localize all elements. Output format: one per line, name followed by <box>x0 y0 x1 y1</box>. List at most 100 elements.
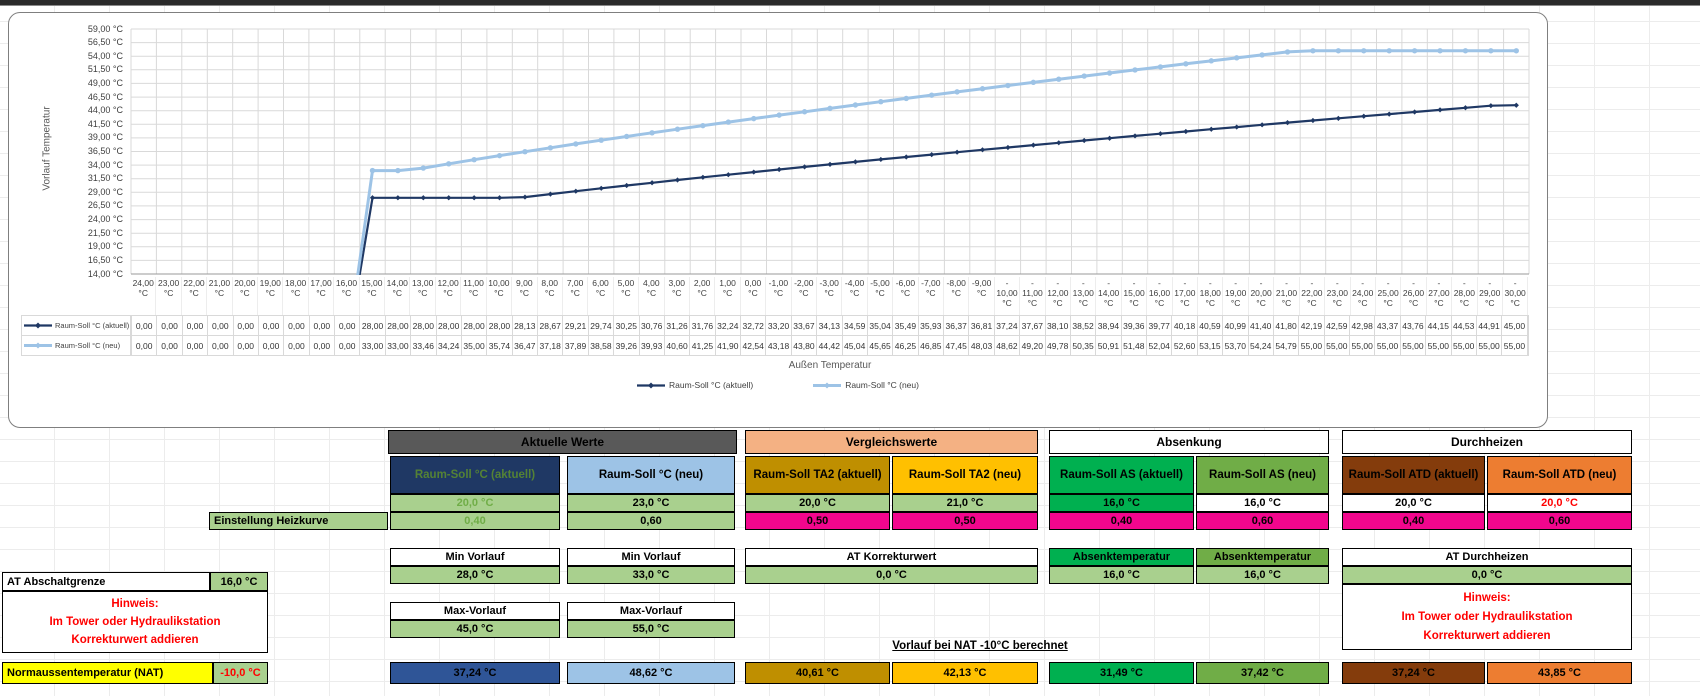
nat-vorlauf-value[interactable]: 37,42 °C <box>1196 662 1329 684</box>
room-target-value[interactable]: 23,0 °C <box>567 494 735 512</box>
nat-vorlauf-value[interactable]: 48,62 °C <box>567 662 735 684</box>
chart-table-value-cell: 30,76 <box>640 316 665 335</box>
chart-table-value-cell: 37,67 <box>1020 316 1046 335</box>
setting-block-value[interactable]: 55,0 °C <box>567 620 735 638</box>
legend-item[interactable]: Raum-Soll °C (aktuell) <box>637 380 753 390</box>
heizkurve-value[interactable]: 0,40 <box>1342 512 1485 530</box>
heizkurve-value[interactable]: 0,40 <box>1049 512 1194 530</box>
heizkurve-value[interactable]: 0,50 <box>892 512 1038 530</box>
x-axis-label: 17,00 °C <box>309 277 335 315</box>
x-axis-label: 8,00 °C <box>538 277 563 315</box>
chart-table-value-cell: 40,18 <box>1172 316 1198 335</box>
x-axis-label: 21,00 °C <box>207 277 233 315</box>
nat-value[interactable]: -10,0 °C <box>213 662 268 684</box>
hinweis-line: Korrekturwert addieren <box>1423 630 1551 642</box>
room-target-value[interactable]: 20,0 °C <box>390 494 560 512</box>
setting-block-header[interactable]: Absenktemperatur <box>1049 548 1194 566</box>
nat-vorlauf-value[interactable]: 37,24 °C <box>1342 662 1485 684</box>
setting-block-header[interactable]: AT Durchheizen <box>1342 548 1632 566</box>
heizkurve-value[interactable]: 0,50 <box>745 512 890 530</box>
x-axis-label: 22,00 °C <box>182 277 208 315</box>
room-target-value[interactable]: 20,0 °C <box>1342 494 1485 512</box>
y-axis-tick: 34,00 °C <box>87 159 123 170</box>
x-axis-label: - 14,00 °C <box>1096 277 1122 315</box>
chart-table-row-label: Raum-Soll °C (aktuell) <box>21 315 131 336</box>
setting-block-header[interactable]: Min Vorlauf <box>390 548 560 566</box>
room-target-value[interactable]: 21,0 °C <box>892 494 1038 512</box>
chart-table-value-cell: 28,00 <box>360 316 386 335</box>
nat-vorlauf-value[interactable]: 43,85 °C <box>1487 662 1632 684</box>
column-header[interactable]: Raum-Soll °C (neu) <box>567 456 735 494</box>
nat-vorlauf-value[interactable]: 37,24 °C <box>390 662 560 684</box>
chart-table-value-cell: 42,54 <box>741 336 767 355</box>
setting-block-header[interactable]: Min Vorlauf <box>567 548 735 566</box>
group-header[interactable]: Vergleichswerte <box>745 430 1038 454</box>
column-header[interactable]: Raum-Soll AS (neu) <box>1196 456 1329 494</box>
column-header[interactable]: Raum-Soll ATD (aktuell) <box>1342 456 1485 494</box>
chart-table-value-cell: 55,00 <box>1350 336 1376 355</box>
series-key-icon <box>637 382 666 388</box>
chart-table-value-cell: 28,00 <box>437 316 462 335</box>
chart-table-value-cell: 39,77 <box>1147 316 1173 335</box>
chart-table-value-cell: 54,79 <box>1274 336 1300 355</box>
setting-block-header[interactable]: Max-Vorlauf <box>390 602 560 620</box>
chart-table-value-cell: 32,24 <box>716 316 741 335</box>
room-target-value[interactable]: 20,0 °C <box>745 494 890 512</box>
y-axis-tick: 41,50 °C <box>87 118 123 129</box>
heizkurve-value[interactable]: 0,60 <box>1196 512 1329 530</box>
setting-block-value[interactable]: 16,0 °C <box>1196 566 1329 584</box>
column-header[interactable]: Raum-Soll AS (aktuell) <box>1049 456 1194 494</box>
setting-block-value[interactable]: 0,0 °C <box>745 566 1038 584</box>
setting-block-header[interactable]: Absenktemperatur <box>1196 548 1329 566</box>
chart-table-value-cell: 48,03 <box>969 336 995 355</box>
x-axis-label: - 26,00 °C <box>1401 277 1427 315</box>
chart-table-value-cell: 43,18 <box>766 336 792 355</box>
nat-vorlauf-value[interactable]: 31,49 °C <box>1049 662 1194 684</box>
chart-table-value-cell: 0,00 <box>310 316 335 335</box>
chart-table-value-cell: 35,04 <box>868 316 894 335</box>
heizkurve-chart[interactable]: Vorlauf Temperatur 59,00 °C 56,50 °C 54,00… <box>8 12 1548 428</box>
hinweis-line: Im Tower oder Hydraulikstation <box>49 616 221 628</box>
x-axis-label: 20,00 °C <box>233 277 259 315</box>
chart-table-value-cell: 38,58 <box>589 336 615 355</box>
room-target-value[interactable]: 16,0 °C <box>1196 494 1329 512</box>
x-axis-labels: 24,00 °C 23,00 °C 22,00 °C 21,00 °C 20,00 °C… <box>131 277 1529 315</box>
nat-vorlauf-value[interactable]: 42,13 °C <box>892 662 1038 684</box>
x-axis-label: -1,00 °C <box>766 277 792 315</box>
column-header[interactable]: Raum-Soll TA2 (neu) <box>892 456 1038 494</box>
setting-block-value[interactable]: 28,0 °C <box>390 566 560 584</box>
chart-table-value-cell: 49,78 <box>1046 336 1071 355</box>
setting-block-header[interactable]: AT Korrekturwert <box>745 548 1038 566</box>
group-header[interactable]: Durchheizen <box>1342 430 1632 454</box>
setting-block-header[interactable]: Max-Vorlauf <box>567 602 735 620</box>
chart-table-value-cell: 35,93 <box>919 316 944 335</box>
x-axis-label: - 11,00 °C <box>1020 277 1046 315</box>
chart-table-value-cell: 28,67 <box>538 316 564 335</box>
setting-block-value[interactable]: 16,0 °C <box>1049 566 1194 584</box>
at-abschaltgrenze-value[interactable]: 16,0 °C <box>210 572 268 591</box>
column-header[interactable]: Raum-Soll TA2 (aktuell) <box>745 456 890 494</box>
column-header[interactable]: Raum-Soll ATD (neu) <box>1487 456 1632 494</box>
x-axis-label: 7,00 °C <box>563 277 589 315</box>
legend-item[interactable]: Raum-Soll °C (neu) <box>813 380 919 390</box>
setting-block-value[interactable]: 33,0 °C <box>567 566 735 584</box>
series-key-icon <box>813 382 842 388</box>
chart-table-value-cell: 53,15 <box>1198 336 1224 355</box>
group-header[interactable]: Absenkung <box>1049 430 1329 454</box>
nat-vorlauf-value[interactable]: 40,61 °C <box>745 662 890 684</box>
heizkurve-value[interactable]: 0,60 <box>567 512 735 530</box>
heizkurve-value[interactable]: 0,60 <box>1487 512 1632 530</box>
room-target-value[interactable]: 16,0 °C <box>1049 494 1194 512</box>
setting-block-value[interactable]: 0,0 °C <box>1342 566 1632 584</box>
chart-table-value-cell: 55,00 <box>1401 336 1427 355</box>
x-axis-label: -9,00 °C <box>969 277 995 315</box>
heizkurve-value[interactable]: 0,40 <box>390 512 560 530</box>
room-target-value[interactable]: 20,0 °C <box>1487 494 1632 512</box>
setting-block-value[interactable]: 45,0 °C <box>390 620 560 638</box>
x-axis-label: - 22,00 °C <box>1300 277 1326 315</box>
column-header[interactable]: Raum-Soll °C (aktuell) <box>390 456 560 494</box>
chart-table-value-cell: 47,45 <box>944 336 970 355</box>
chart-table-value-cell: 49,20 <box>1020 336 1046 355</box>
x-axis-label: - 24,00 °C <box>1351 277 1376 315</box>
group-header[interactable]: Aktuelle Werte <box>388 430 737 454</box>
